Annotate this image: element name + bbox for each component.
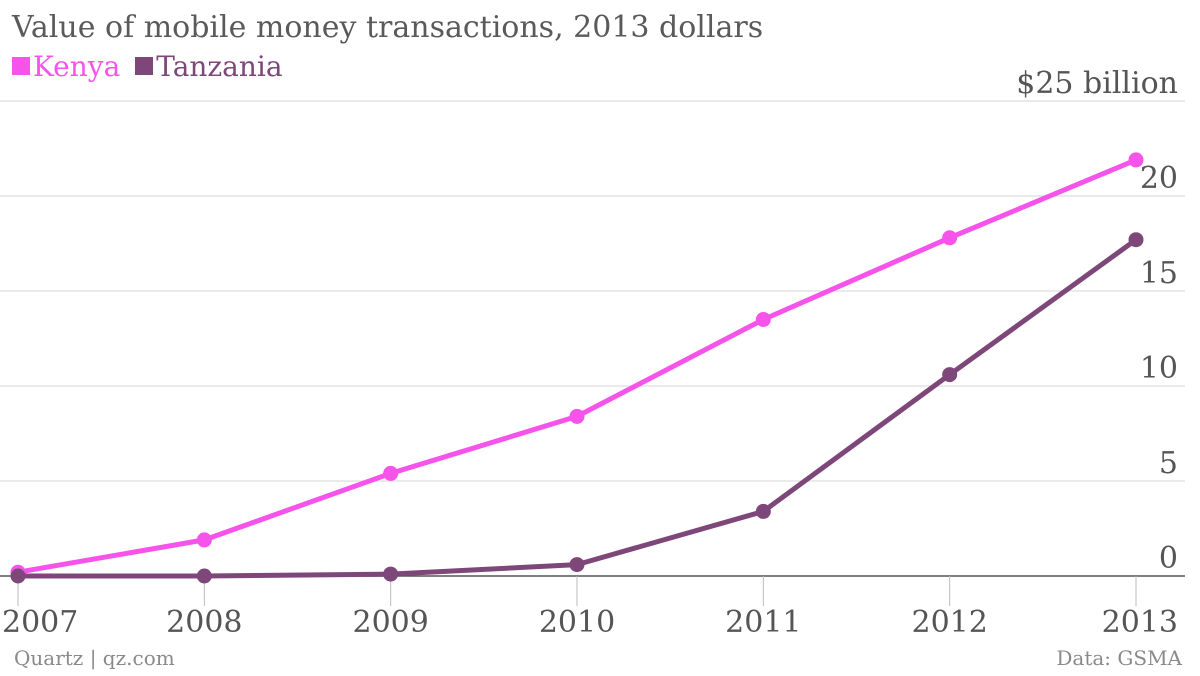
legend: Kenya Tanzania (12, 50, 289, 83)
footer-source: Data: GSMA (1056, 646, 1182, 670)
data-point-kenya (1128, 152, 1144, 168)
y-tick-label: $25 billion (1016, 66, 1178, 101)
legend-label-kenya: Kenya (33, 50, 121, 83)
data-point-tanzania (10, 568, 26, 584)
data-point-tanzania (1128, 232, 1144, 248)
series-line-tanzania (15, 237, 1139, 579)
x-tick-label: 2012 (911, 605, 987, 640)
x-tick-label: 2011 (725, 605, 801, 640)
data-point-tanzania (383, 566, 399, 582)
data-point-kenya (383, 465, 399, 481)
footer-credit: Quartz | qz.com (14, 646, 175, 670)
legend-item-tanzania: Tanzania (135, 50, 283, 83)
x-tick-label: 2008 (166, 605, 242, 640)
chart-title: Value of mobile money transactions, 2013… (12, 10, 764, 45)
y-tick-label: 10 (1140, 351, 1178, 386)
legend-swatch-kenya (12, 57, 30, 75)
y-tick-label: 5 (1159, 446, 1178, 481)
y-tick-label: 20 (1140, 161, 1178, 196)
series-line-kenya (15, 157, 1139, 575)
x-tick-label: 2009 (352, 605, 428, 640)
legend-label-tanzania: Tanzania (156, 50, 283, 83)
x-tick-label: 2013 (1102, 605, 1178, 640)
data-point-kenya (569, 408, 585, 424)
data-point-tanzania (569, 557, 585, 573)
data-point-tanzania (196, 568, 212, 584)
legend-swatch-tanzania (135, 57, 154, 75)
data-point-kenya (196, 532, 212, 548)
data-point-tanzania (755, 503, 771, 519)
y-tick-label: 15 (1140, 256, 1178, 291)
data-point-kenya (942, 230, 958, 246)
legend-item-kenya: Kenya (12, 50, 120, 83)
x-tick-label: 2007 (2, 605, 78, 640)
y-tick-label: 0 (1159, 541, 1178, 576)
x-tick-label: 2010 (539, 605, 615, 640)
data-point-tanzania (942, 367, 958, 383)
data-point-kenya (755, 312, 771, 327)
